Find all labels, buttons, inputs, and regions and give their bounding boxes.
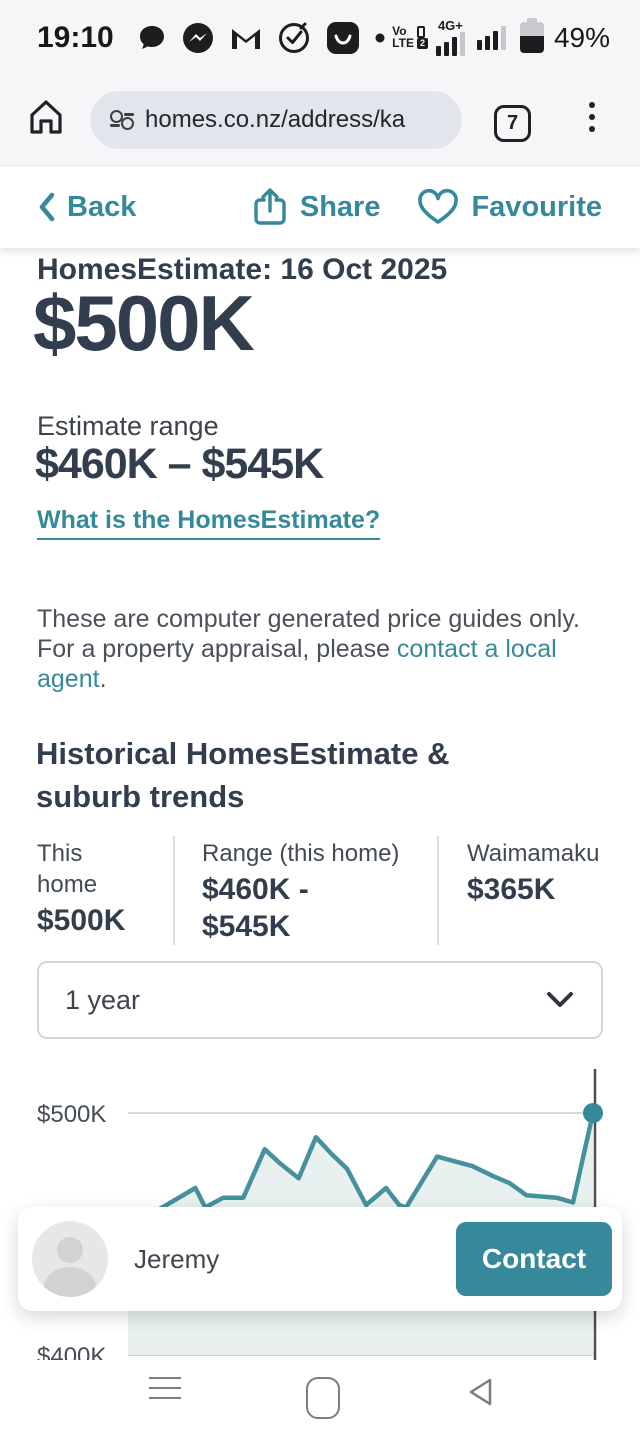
- browser-toolbar: homes.co.nz/address/ka 7: [0, 75, 640, 165]
- stats-row: This home $500K Range (this home) $460K …: [37, 836, 630, 945]
- volte-line1: Vo: [392, 24, 407, 38]
- stat-value: $460K - $545K: [202, 873, 309, 943]
- back-label: Back: [67, 190, 137, 223]
- browser-home-button[interactable]: [26, 97, 66, 144]
- svg-text:$400K: $400K: [37, 1343, 106, 1360]
- favourite-label: Favourite: [471, 190, 602, 223]
- notification-icons: [136, 19, 385, 57]
- smile-app-icon: [326, 21, 359, 54]
- sim2-badge: 2: [416, 38, 428, 49]
- volte-line2: LTE: [392, 36, 414, 50]
- contact-button[interactable]: Contact: [456, 1222, 612, 1296]
- heart-icon: [418, 188, 459, 224]
- contact-local-agent-link[interactable]: contact a local agent: [37, 635, 557, 693]
- battery-percent: 49%: [553, 21, 610, 53]
- estimate-range-value: $460K – $545K: [35, 440, 324, 488]
- network-type-label: 4G+: [437, 17, 463, 33]
- favourite-button[interactable]: Favourite: [416, 188, 602, 226]
- url-text[interactable]: homes.co.nz/address/ka: [145, 106, 406, 133]
- share-label: Share: [299, 190, 381, 223]
- disclaimer-text: These are computer generated price guide…: [37, 604, 622, 694]
- browser-menu-button[interactable]: [589, 102, 595, 138]
- stat-label: Range (this home): [202, 840, 400, 867]
- share-button[interactable]: Share: [251, 187, 381, 227]
- chevron-down-icon: [547, 992, 573, 1007]
- home-nav-icon[interactable]: [306, 1377, 340, 1419]
- tab-switcher-button[interactable]: 7: [494, 105, 531, 142]
- menu-nav-icon[interactable]: [149, 1377, 181, 1407]
- page-content: HomesEstimate: 16 Oct 2025 $500K Estimat…: [0, 248, 640, 1360]
- page-action-bar: Back Share Favourite: [0, 165, 640, 248]
- check-circle-icon: [278, 22, 309, 53]
- back-button[interactable]: Back: [38, 191, 136, 224]
- disclaimer-suffix: .: [99, 665, 107, 693]
- period-dropdown[interactable]: 1 year: [37, 961, 603, 1039]
- share-icon: [254, 188, 286, 225]
- estimate-range-label: Estimate range: [37, 411, 219, 441]
- agent-avatar: [32, 1221, 108, 1297]
- phone-icon: [416, 26, 425, 38]
- stat-label: Waimamaku: [467, 840, 600, 867]
- stat-suburb: Waimamaku $365K: [437, 836, 630, 945]
- status-bar: 19:10: [0, 0, 640, 75]
- chat-bubble-icon: [139, 25, 164, 49]
- signal-bars-2-icon: [476, 25, 506, 50]
- android-navigation-bar: [0, 1360, 640, 1431]
- signal-1: 4G+: [435, 17, 465, 56]
- signal-bars-icon: [435, 31, 465, 56]
- agent-name: Jeremy: [134, 1243, 220, 1274]
- stat-value: $500K: [37, 904, 126, 937]
- svg-text:$500K: $500K: [37, 1101, 106, 1128]
- disclaimer-prefix: These are computer generated price guide…: [37, 605, 580, 663]
- status-bar-right: Vo LTE 2 4G+ 49%: [392, 17, 610, 56]
- stat-this-home: This home $500K: [37, 836, 173, 945]
- estimate-value: $500K: [33, 279, 255, 367]
- volte-indicator: Vo LTE 2: [392, 24, 428, 50]
- gmail-icon: [231, 28, 260, 49]
- history-heading: Historical HomesEstimate & suburb trends: [36, 736, 450, 814]
- stat-value: $365K: [467, 873, 556, 906]
- battery-icon: [519, 18, 544, 53]
- site-settings-icon[interactable]: [110, 109, 134, 131]
- messenger-icon: [182, 22, 213, 53]
- home-icon: [30, 100, 62, 134]
- address-bar[interactable]: homes.co.nz/address/ka: [90, 91, 462, 149]
- stat-label: This home: [37, 840, 98, 898]
- chevron-left-icon: [39, 192, 55, 222]
- dot-notification-icon: [375, 33, 385, 42]
- period-selected-value: 1 year: [65, 984, 141, 1015]
- clock: 19:10: [37, 20, 114, 54]
- what-is-homesestimate-link[interactable]: What is the HomesEstimate?: [37, 506, 381, 540]
- stat-range: Range (this home) $460K - $545K: [173, 836, 437, 945]
- estimate-heading: HomesEstimate: 16 Oct 2025: [37, 253, 448, 286]
- agent-card: Jeremy Contact: [18, 1207, 622, 1311]
- back-nav-icon[interactable]: [466, 1377, 494, 1412]
